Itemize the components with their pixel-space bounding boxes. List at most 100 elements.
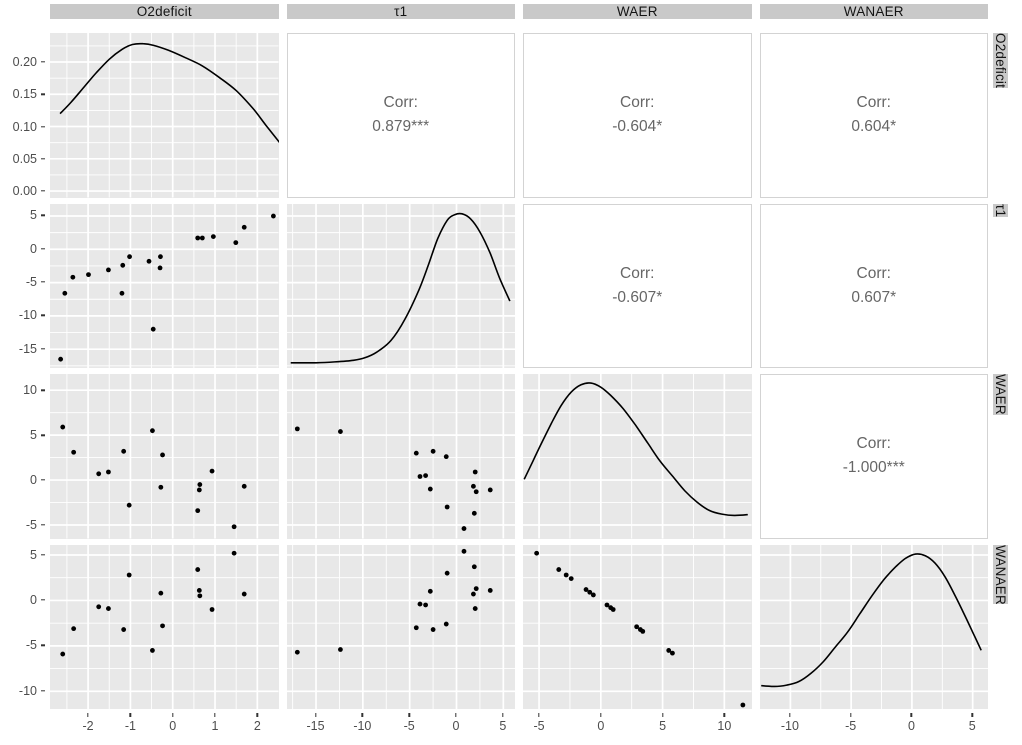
x-tick-label: -5 [845,719,857,733]
x-tick-label: 0 [597,719,605,733]
panel-r4c2-scatter [286,544,515,709]
corner-top-left [0,0,46,30]
matrix-cell-r3c2 [283,371,520,542]
corr-value: -0.604* [612,118,663,136]
row-strip-4: WANAER [993,544,1008,605]
matrix-cell-r4c3 [519,542,756,713]
y-tick-mark [41,644,45,647]
left-axis-row-3: -5 0 5 10 [0,371,46,542]
corr-prefix: Corr: [856,94,891,112]
column-strip-4: WANAER [759,4,988,19]
y-tick-label: -15 [18,341,37,356]
row-strip-label: WAER [993,374,1008,415]
panel-r1c4-correlation: Corr: 0.604* [759,33,988,198]
y-tick-mark [41,314,45,317]
x-tick-mark [408,713,410,717]
panel-r3c4-correlation: Corr: -1.000*** [759,374,988,539]
top-strip-cell-4: WANAER [756,0,993,30]
y-tick-label: 0 [30,241,37,256]
matrix-cell-r1c3: Corr: -0.604* [519,30,756,201]
matrix-cell-r1c4: Corr: 0.604* [756,30,993,201]
x-tick-mark [789,713,791,717]
y-tick-label: 0.05 [12,151,37,166]
scatter-plot-r4c1 [50,544,279,709]
density-plot-r3c3 [523,374,752,539]
y-tick-mark [41,434,45,436]
y-tick-mark [41,690,45,692]
panel-r4c4-density [759,544,988,709]
y-tick-label: 0.15 [12,87,37,102]
y-tick-label: 0 [30,592,37,607]
panel-r4c1-scatter [50,544,279,709]
x-tick-label: 0 [907,719,915,733]
x-tick-label: 0 [169,719,177,733]
corr-value: 0.607* [851,288,897,306]
y-tick-label: 0 [30,473,37,488]
right-strip-cell-4: WANAER [992,542,1022,713]
x-tick-label: -5 [533,719,545,733]
matrix-cell-r3c1 [46,371,283,542]
matrix-cell-r1c2: Corr: 0.879*** [283,30,520,201]
left-axis-inner: 0.00 0.05 0.10 0.15 0.20 [0,33,46,198]
x-tick-mark [600,713,602,717]
row-strip-2: τ1 [993,203,1008,217]
row-strip-1: O2deficit [993,33,1008,89]
panel-r2c1-scatter [50,203,279,368]
corr-prefix: Corr: [620,264,655,282]
corner-bottom-right [992,712,1022,745]
y-tick-mark [41,93,45,95]
scatter-plot-r4c3 [523,544,752,709]
panel-r1c1-density [50,33,279,198]
matrix-cell-r2c4: Corr: 0.607* [756,201,993,372]
scatter-plot-r4c2 [286,544,515,709]
x-tick-label: 5 [659,719,667,733]
corr-value: -1.000*** [842,459,905,477]
x-tick-label: 10 [717,719,732,733]
matrix-cell-r4c1 [46,542,283,713]
scatter-plot-r3c2 [286,374,515,539]
panel-r4c3-scatter [523,544,752,709]
y-tick-mark [41,214,45,217]
corr-prefix: Corr: [383,94,418,112]
y-tick-label: 5 [30,208,37,223]
matrix-cell-r1c1 [46,30,283,201]
bottom-axis-col-3: -5 0 5 10 [519,712,756,745]
corner-bottom-left [0,712,46,745]
x-tick-mark [87,713,89,717]
y-tick-mark [41,553,45,556]
y-tick-mark [41,125,45,128]
bottom-axis-col-4: -10 -5 0 5 [756,712,993,745]
x-tick-mark [661,713,664,717]
column-strip-2: τ1 [286,4,515,19]
x-tick-mark [538,713,540,717]
scatter-plot-r2c1 [50,203,279,368]
bottom-axis-inner: -15 -10 -5 0 5 [287,712,516,745]
y-tick-mark [41,599,45,601]
left-axis-inner: -15 -10 -5 0 5 [0,204,46,369]
x-tick-mark [849,713,852,717]
density-plot-r2c2 [286,203,515,368]
corr-prefix: Corr: [856,435,891,453]
x-tick-label: 5 [499,719,507,733]
right-strip-cell-2: τ1 [992,201,1022,372]
column-strip-label: WANAER [843,4,904,19]
bottom-axis-inner: -10 -5 0 5 [760,712,989,745]
matrix-cell-r4c2 [283,542,520,713]
panel-r3c1-scatter [50,374,279,539]
top-strip-cell-1: O2deficit [46,0,283,30]
corr-prefix: Corr: [620,94,655,112]
right-strip-cell-3: WAER [992,371,1022,542]
left-axis-row-1: 0.00 0.05 0.10 0.15 0.20 [0,30,46,201]
x-tick-mark [723,713,726,717]
row-strip-label: O2deficit [993,33,1008,89]
matrix-cell-r3c4: Corr: -1.000*** [756,371,993,542]
matrix-cell-r2c1 [46,201,283,372]
y-tick-mark [41,479,45,481]
x-tick-mark [172,713,174,717]
matrix-cell-r2c3: Corr: -0.607* [519,201,756,372]
y-tick-mark [41,389,45,391]
corr-value: 0.604* [851,118,897,136]
right-strip-cell-1: O2deficit [992,30,1022,201]
